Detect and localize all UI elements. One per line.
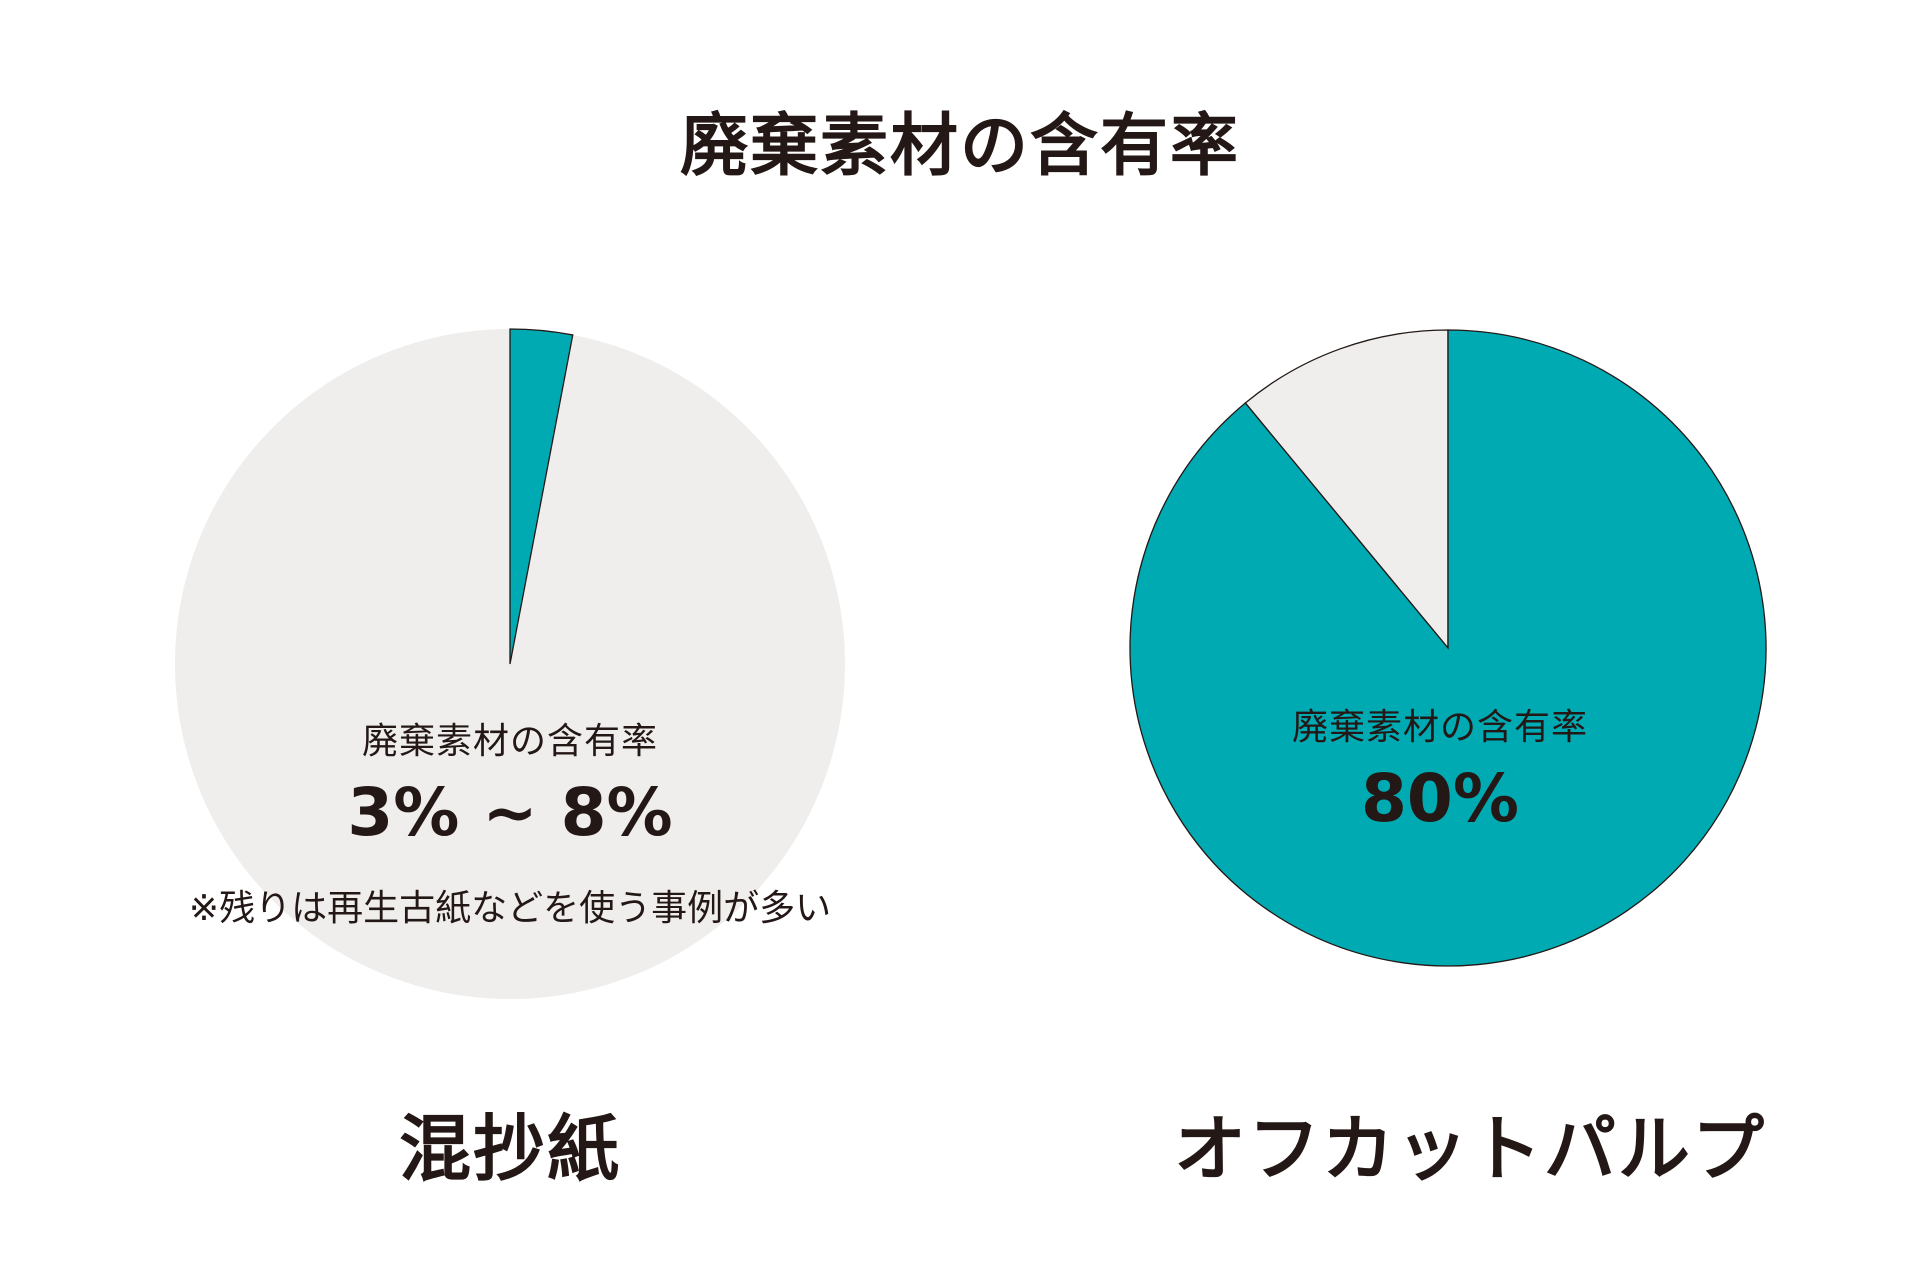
pie-label-right: 廃棄素材の含有率 80% — [1100, 698, 1780, 837]
pie-value-label: 3% ~ 8% — [347, 774, 673, 851]
pie-label-left: 廃棄素材の含有率 3% ~ 8% ※残りは再生古紙などを使う事例が多い — [170, 712, 850, 931]
pie-value-label: 80% — [1361, 760, 1519, 837]
category-name-left: 混抄紙 — [398, 1107, 621, 1191]
pie-note: ※残りは再生古紙などを使う事例が多い — [188, 888, 832, 929]
pie-slice-other — [1244, 329, 1449, 650]
pie-caption: 廃棄素材の含有率 — [361, 721, 658, 762]
pie-slice-waste-material — [1129, 329, 1767, 967]
pie-chart-left — [174, 328, 846, 999]
pie-slice-waste-material — [509, 328, 574, 665]
category-name-right: オフカットパルプ — [1173, 1107, 1766, 1191]
pie-caption: 廃棄素材の含有率 — [1291, 707, 1588, 748]
page-title: 廃棄素材の含有率 — [679, 107, 1240, 186]
pie-chart-right — [1129, 329, 1767, 967]
